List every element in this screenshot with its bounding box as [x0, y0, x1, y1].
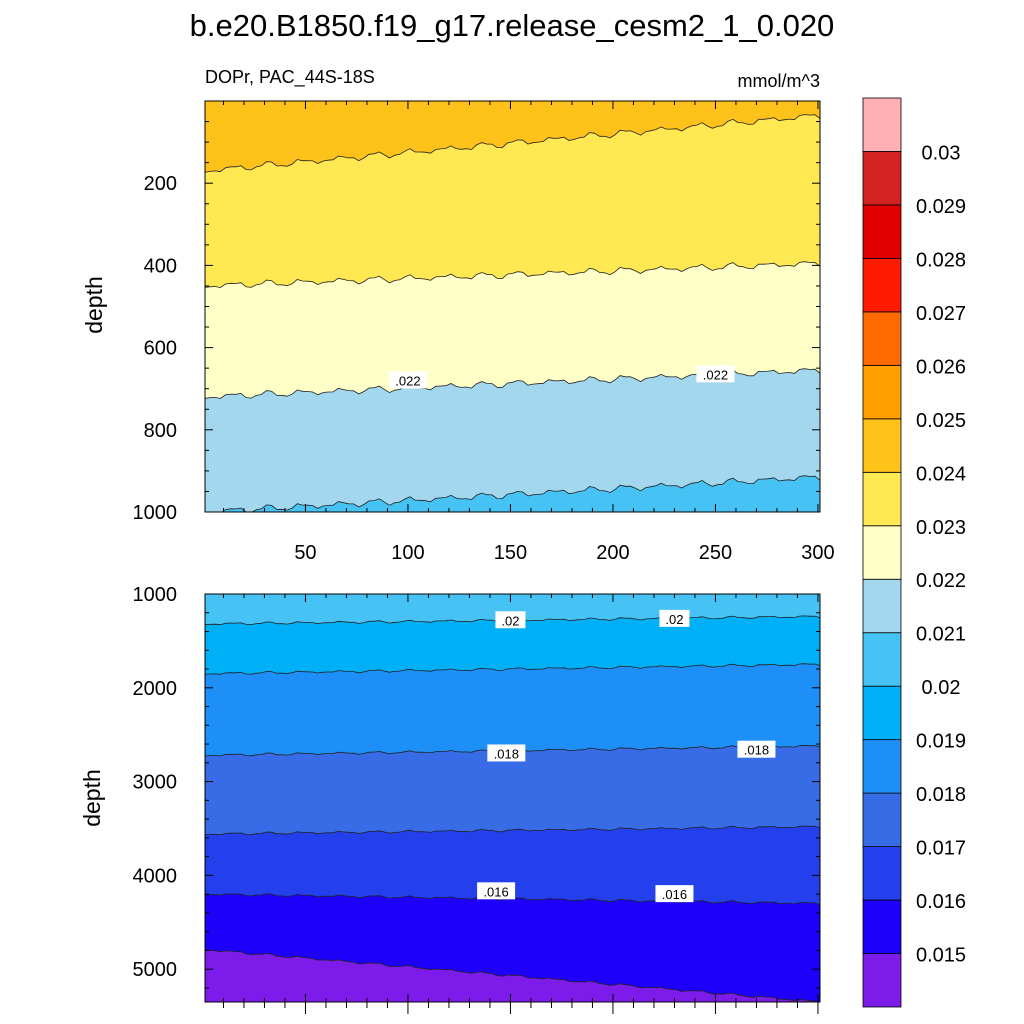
colorbar-swatch [862, 899, 902, 954]
colorbar-label: 0.028 [916, 249, 966, 271]
colorbar-swatch [862, 953, 902, 1008]
contour-label-text: .018 [744, 743, 769, 758]
contour-label-text: .022 [703, 367, 728, 382]
contour-line-label: .02 [495, 611, 526, 629]
x-tick-label: 200 [596, 542, 629, 564]
colorbar: 0.015 0.016 0.017 0.018 0.019 0.02 0.021 0.022 0… [862, 97, 966, 1008]
figure-title: b.e20.B1850.f19_g17.release_cesm2_1_0.02… [190, 8, 835, 43]
colorbar-swatch [862, 258, 902, 313]
colorbar-label: 0.02 [922, 677, 961, 699]
contour-line-label: .018 [487, 744, 526, 762]
colorbar-label: 0.027 [916, 303, 966, 325]
contour-band [205, 368, 820, 512]
contour-label-text: .022 [395, 373, 420, 388]
colorbar-label: 0.022 [916, 570, 966, 592]
contour-line [215, 475, 820, 512]
lower-depth-panel: .02 .02 .018 .018 .016 .016 1000 2000 3000 4000 50… [133, 584, 821, 1014]
contour-label-text: .016 [662, 887, 687, 902]
colorbar-swatch [862, 311, 902, 366]
contour-line [205, 114, 820, 173]
x-tick-label: 250 [699, 542, 732, 564]
colorbar-label: 0.026 [916, 356, 966, 378]
colorbar-swatch [862, 846, 902, 901]
contour-label-text: .02 [501, 613, 519, 628]
contour-band [222, 475, 820, 512]
contour-band [205, 949, 818, 1002]
colorbar-label: 0.029 [916, 196, 966, 218]
contour-line-label: .016 [655, 885, 694, 903]
y-tick-label: 600 [144, 338, 177, 360]
y-tick-label: 3000 [133, 772, 178, 794]
contour-line-label: .02 [659, 609, 690, 627]
colorbar-label: 0.019 [916, 731, 966, 753]
colorbar-label: 0.015 [916, 945, 966, 967]
variable-label: DOPr, PAC_44S-18S [205, 67, 375, 88]
contour-line [205, 949, 819, 1002]
lower-y-axis-label: depth [79, 769, 105, 827]
colorbar-label: 0.025 [916, 410, 966, 432]
upper-depth-panel: .022 .022 50 100 150 200 250 300 200 400 600 800 100… [133, 100, 835, 564]
x-tick-label: 100 [391, 542, 424, 564]
contour-line-label: .022 [696, 365, 735, 383]
contour-line [205, 663, 820, 675]
contour-line-label: .018 [737, 740, 776, 758]
contour-line-label: .022 [388, 371, 427, 389]
colorbar-label: 0.017 [916, 838, 966, 860]
units-label: mmol/m^3 [738, 71, 820, 91]
y-tick-label: 200 [144, 173, 177, 195]
colorbar-swatch [862, 97, 902, 152]
colorbar-swatch [862, 578, 902, 634]
x-tick-label: 50 [294, 542, 316, 564]
upper-y-axis-label: depth [81, 276, 107, 334]
colorbar-label: 0.018 [916, 784, 966, 806]
plot-frame [204, 593, 821, 1003]
colorbar-swatch [862, 364, 902, 420]
colorbar-swatch [862, 418, 902, 473]
y-tick-label: 4000 [133, 865, 178, 887]
colorbar-swatch [862, 739, 902, 794]
x-tick-label: 150 [494, 542, 527, 564]
colorbar-swatch [862, 151, 902, 206]
y-tick-label: 5000 [133, 959, 178, 981]
contour-label-text: .018 [494, 746, 519, 761]
contour-line [205, 261, 820, 289]
y-tick-label: 2000 [133, 678, 178, 700]
colorbar-swatch [862, 525, 902, 580]
colorbar-swatch [862, 792, 902, 847]
colorbar-label: 0.016 [916, 891, 966, 913]
y-tick-label: 800 [144, 420, 177, 442]
contour-line [205, 825, 820, 836]
contour-line-label: .016 [477, 882, 516, 900]
colorbar-label: 0.024 [916, 463, 966, 485]
contour-label-text: .016 [483, 884, 508, 899]
colorbar-label: 0.023 [916, 517, 966, 539]
y-tick-label: 1000 [133, 502, 178, 524]
contour-label-text: .02 [665, 612, 683, 627]
y-tick-label: 1000 [133, 584, 178, 606]
colorbar-swatch [862, 632, 902, 687]
y-tick-label: 400 [144, 255, 177, 277]
colorbar-swatch [862, 471, 902, 527]
colorbar-swatch [862, 204, 902, 259]
colorbar-label: 0.03 [922, 142, 961, 164]
colorbar-label: 0.021 [916, 624, 966, 646]
colorbar-swatch [862, 685, 902, 741]
x-tick-label: 300 [801, 542, 834, 564]
